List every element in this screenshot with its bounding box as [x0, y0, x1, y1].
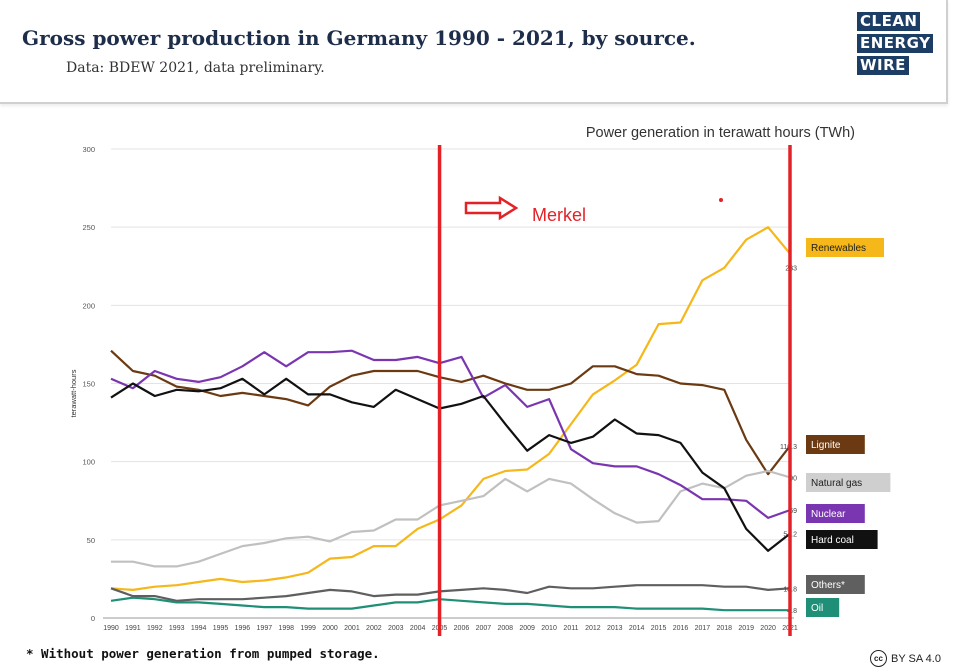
x-tick-label: 2006: [454, 625, 470, 632]
logo-line-3: WIRE: [857, 56, 909, 75]
x-tick-label: 2019: [738, 625, 754, 632]
legend-box: [806, 435, 865, 454]
clean-energy-wire-logo: CLEAN ENERGY WIRE: [857, 12, 934, 78]
legend-label: Renewables: [811, 243, 866, 254]
x-tick-label: 2015: [651, 625, 667, 632]
x-tick-label: 1992: [147, 625, 163, 632]
x-tick-label: 2014: [629, 625, 645, 632]
x-tick-label: 1998: [278, 625, 294, 632]
x-tick-label: 1993: [169, 625, 185, 632]
legend-label: Others*: [811, 580, 845, 591]
x-tick-label: 2018: [717, 625, 733, 632]
arrow-right-icon: [464, 195, 519, 221]
power-generation-chart: Power generation in terawatt hours (TWh)…: [69, 125, 891, 636]
series-line-nuclear: [110, 349, 791, 519]
x-tick-label: 2020: [760, 625, 776, 632]
y-tick-label: 0: [91, 614, 95, 623]
x-tick-label: 2002: [366, 625, 382, 632]
end-value-label: 4.8: [787, 608, 797, 615]
legend-box: [806, 238, 884, 257]
x-tick-label: 2007: [476, 625, 492, 632]
legend-box: [806, 575, 865, 594]
end-value-label: 90: [789, 475, 797, 482]
legend-label: Hard coal: [811, 535, 854, 546]
legend-label: Nuclear: [811, 509, 846, 520]
legend-box: [806, 530, 878, 549]
x-tick-label: 1995: [213, 625, 229, 632]
legend-label: Natural gas: [811, 478, 862, 489]
y-tick-label: 150: [82, 380, 95, 389]
x-tick-label: 2016: [673, 625, 689, 632]
header: Gross power production in Germany 1990 -…: [0, 0, 948, 104]
annotation-dot: [719, 198, 723, 202]
legend-label: Oil: [811, 603, 823, 614]
series-line-lignite: [110, 349, 791, 476]
chart-title: Power generation in terawatt hours (TWh): [586, 125, 855, 141]
y-tick-label: 250: [82, 223, 95, 232]
series-line-natural-gas: [111, 469, 791, 568]
footnote: * Without power generation from pumped s…: [26, 646, 380, 661]
page-title: Gross power production in Germany 1990 -…: [22, 26, 696, 50]
logo-line-1: CLEAN: [857, 12, 921, 31]
license: cc BY SA 4.0: [870, 650, 941, 667]
legend-box: [806, 504, 865, 523]
x-tick-label: 1997: [257, 625, 273, 632]
y-tick-label: 50: [87, 536, 95, 545]
merkel-label: Merkel: [532, 205, 586, 225]
x-tick-label: 1990: [103, 625, 119, 632]
x-tick-label: 1991: [125, 625, 141, 632]
series-line-hard-coal: [110, 377, 791, 552]
series-line-renewables: [110, 226, 791, 591]
x-tick-label: 1994: [191, 625, 207, 632]
series-line-oil: [110, 596, 790, 612]
x-tick-label: 2004: [410, 625, 426, 632]
series-line-others-: [110, 584, 791, 602]
x-tick-label: 2011: [563, 625, 578, 632]
y-tick-label: 300: [82, 145, 95, 154]
x-tick-label: 1999: [300, 625, 316, 632]
license-text: BY SA 4.0: [891, 652, 941, 665]
legend-label: Lignite: [811, 440, 841, 451]
x-tick-label: 2017: [695, 625, 711, 632]
y-tick-label: 200: [82, 301, 95, 310]
x-tick-label: 2009: [519, 625, 535, 632]
y-tick-label: 100: [82, 458, 95, 467]
logo-line-2: ENERGY: [857, 34, 934, 53]
creative-commons-icon: cc: [870, 650, 887, 667]
x-tick-label: 2010: [541, 625, 557, 632]
legend-box: [806, 473, 891, 492]
x-tick-label: 1996: [235, 625, 251, 632]
end-value-label: 69: [789, 508, 797, 515]
x-tick-label: 2000: [322, 625, 338, 632]
x-tick-label: 2013: [607, 625, 623, 632]
x-tick-label: 2012: [585, 625, 601, 632]
x-tick-label: 2001: [344, 625, 360, 632]
page-subtitle: Data: BDEW 2021, data preliminary.: [66, 60, 325, 76]
legend-box: [806, 598, 840, 617]
x-tick-label: 2008: [497, 625, 513, 632]
y-axis-label: terawatt-hours: [69, 369, 78, 417]
x-tick-label: 2003: [388, 625, 404, 632]
